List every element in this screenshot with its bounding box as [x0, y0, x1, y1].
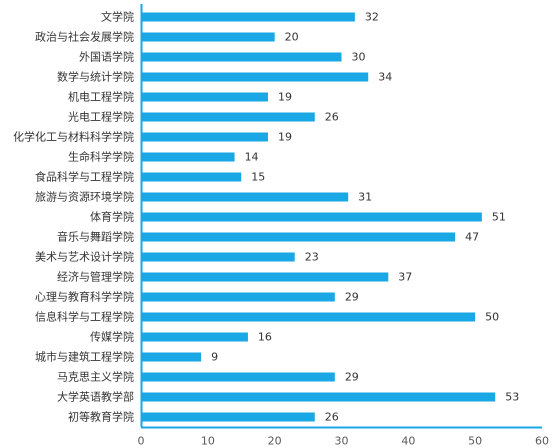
category-label: 大学英语教学部 [57, 390, 134, 404]
category-label: 美术与艺术设计学院 [35, 250, 134, 264]
x-tick-label: 30 [335, 435, 349, 448]
bar [141, 12, 355, 22]
data-label: 23 [305, 251, 319, 264]
data-label: 26 [325, 111, 339, 124]
data-label: 15 [251, 171, 265, 184]
category-label: 生命科学学院 [68, 150, 134, 164]
category-labels-group: 文学院政治与社会发展学院外国语学院数学与统计学院机电工程学院光电工程学院化学化工… [13, 10, 134, 424]
data-label: 14 [245, 151, 259, 164]
bar [141, 292, 335, 302]
x-ticks-group: 0 10 20 30 40 50 60 [138, 435, 550, 448]
x-tick-label: 60 [535, 435, 549, 448]
x-tick-label: 40 [401, 435, 415, 448]
data-label: 37 [398, 271, 412, 284]
data-label: 34 [378, 71, 392, 84]
category-label: 机电工程学院 [68, 90, 134, 104]
category-label: 音乐与舞蹈学院 [57, 230, 134, 244]
bar [141, 392, 496, 402]
category-label: 旅游与资源环境学院 [35, 190, 134, 204]
category-label: 文学院 [101, 10, 134, 24]
category-label: 传媒学院 [90, 330, 134, 344]
data-label: 26 [325, 411, 339, 424]
category-label: 城市与建筑工程学院 [35, 350, 134, 364]
bar [141, 312, 476, 322]
bar [141, 52, 342, 62]
data-label: 32 [365, 11, 379, 24]
x-tick-label: 0 [138, 435, 145, 448]
category-label: 化学化工与材料科学学院 [13, 130, 134, 144]
bars-group [141, 12, 496, 422]
bar [141, 252, 295, 262]
data-label: 30 [352, 51, 366, 64]
bar [141, 32, 275, 42]
bar [141, 352, 202, 362]
data-label: 29 [345, 291, 359, 304]
data-label: 47 [465, 231, 479, 244]
data-label: 9 [211, 351, 218, 364]
category-label: 光电工程学院 [68, 110, 134, 124]
category-label: 外国语学院 [79, 50, 134, 64]
bar [141, 152, 235, 162]
data-label: 16 [258, 331, 272, 344]
category-label: 数学与统计学院 [57, 70, 134, 84]
category-label: 经济与管理学院 [57, 270, 134, 284]
data-label: 51 [492, 211, 506, 224]
bar [141, 412, 315, 422]
bar [141, 92, 268, 102]
bar [141, 172, 242, 182]
bar [141, 132, 268, 142]
category-label: 心理与教育科学学院 [35, 290, 134, 304]
category-label: 信息科学与工程学院 [35, 310, 134, 324]
bar [141, 212, 482, 222]
data-label: 31 [358, 191, 372, 204]
value-labels-group: 32 20 30 34 19 26 19 14 15 31 51 47 23 37 29 50 16 9 29 53 2… [211, 11, 519, 424]
data-label: 50 [485, 311, 499, 324]
data-label: 29 [345, 371, 359, 384]
bar [141, 272, 389, 282]
data-label: 20 [285, 31, 299, 44]
x-tick-label: 20 [268, 435, 282, 448]
data-label: 19 [278, 131, 292, 144]
x-tick-label: 50 [468, 435, 482, 448]
bar [141, 192, 349, 202]
data-label: 19 [278, 91, 292, 104]
bar [141, 232, 456, 242]
x-tick-label: 10 [201, 435, 215, 448]
category-label: 政治与社会发展学院 [35, 30, 134, 44]
bar [141, 112, 315, 122]
data-label: 53 [505, 391, 519, 404]
bar [141, 372, 335, 382]
bar [141, 72, 369, 82]
category-label: 初等教育学院 [68, 410, 134, 424]
category-label: 体育学院 [90, 210, 134, 224]
bar [141, 332, 248, 342]
category-label: 食品科学与工程学院 [35, 170, 134, 184]
category-label: 马克思主义学院 [57, 370, 134, 384]
